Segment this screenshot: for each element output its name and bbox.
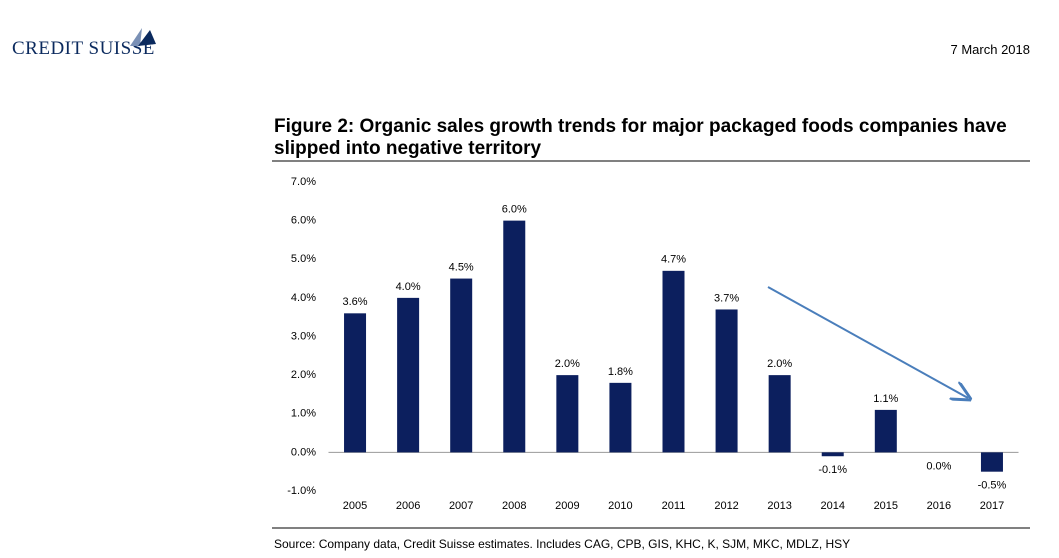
y-tick-label: -1.0% <box>287 485 316 497</box>
bar <box>397 297 420 453</box>
value-label: 0.0% <box>926 460 951 472</box>
bar <box>768 375 791 453</box>
date: 7 March 2018 <box>950 42 1031 57</box>
trend-arrow <box>767 286 968 398</box>
y-tick-label: 5.0% <box>291 253 316 265</box>
bar <box>662 270 685 453</box>
bar <box>874 409 897 453</box>
value-label: -0.1% <box>818 464 847 476</box>
value-label: 4.7% <box>661 254 686 266</box>
x-tick-label: 2014 <box>820 500 844 512</box>
x-tick-label: 2007 <box>449 500 473 512</box>
y-tick-label: 4.0% <box>291 292 316 304</box>
x-tick-label: 2008 <box>502 500 526 512</box>
x-tick-label: 2010 <box>608 500 632 512</box>
x-tick-label: 2016 <box>927 500 951 512</box>
bar <box>715 309 738 453</box>
logo-sail <box>130 28 156 46</box>
x-tick-label: 2012 <box>714 500 738 512</box>
value-label: 3.7% <box>714 292 739 304</box>
x-tick-label: 2005 <box>343 500 367 512</box>
y-tick-label: 1.0% <box>291 408 316 420</box>
chart-title: Figure 2: Organic sales growth trends fo… <box>274 116 1007 159</box>
x-tick-label: 2006 <box>396 500 420 512</box>
value-label: 2.0% <box>555 358 580 370</box>
source: Source: Company data, Credit Suisse esti… <box>274 537 851 551</box>
bar <box>556 375 579 453</box>
value-label: 4.0% <box>396 281 421 293</box>
value-label: 2.0% <box>767 358 792 370</box>
value-label: 1.8% <box>608 366 633 378</box>
y-tick-label: 3.0% <box>291 330 316 342</box>
bar <box>609 382 632 453</box>
bar <box>344 313 367 453</box>
bar <box>980 452 1003 472</box>
y-tick-label: 0.0% <box>291 446 316 458</box>
logo: CREDIT SUISSE <box>12 38 155 59</box>
x-tick-label: 2009 <box>555 500 579 512</box>
value-label: 4.5% <box>449 261 474 273</box>
x-tick-label: 2013 <box>767 500 791 512</box>
y-tick-label: 6.0% <box>291 215 316 227</box>
y-tick-label: 2.0% <box>291 369 316 381</box>
x-tick-label: 2017 <box>980 500 1004 512</box>
y-tick-label: 7.0% <box>291 176 316 188</box>
value-label: 1.1% <box>873 393 898 405</box>
x-tick-label: 2015 <box>874 500 898 512</box>
bar <box>503 220 526 453</box>
value-label: 3.6% <box>342 296 367 308</box>
bar <box>450 278 473 453</box>
x-tick-label: 2011 <box>662 500 686 512</box>
value-label: -0.5% <box>978 480 1007 492</box>
value-label: 6.0% <box>502 204 527 216</box>
bar <box>821 452 844 457</box>
